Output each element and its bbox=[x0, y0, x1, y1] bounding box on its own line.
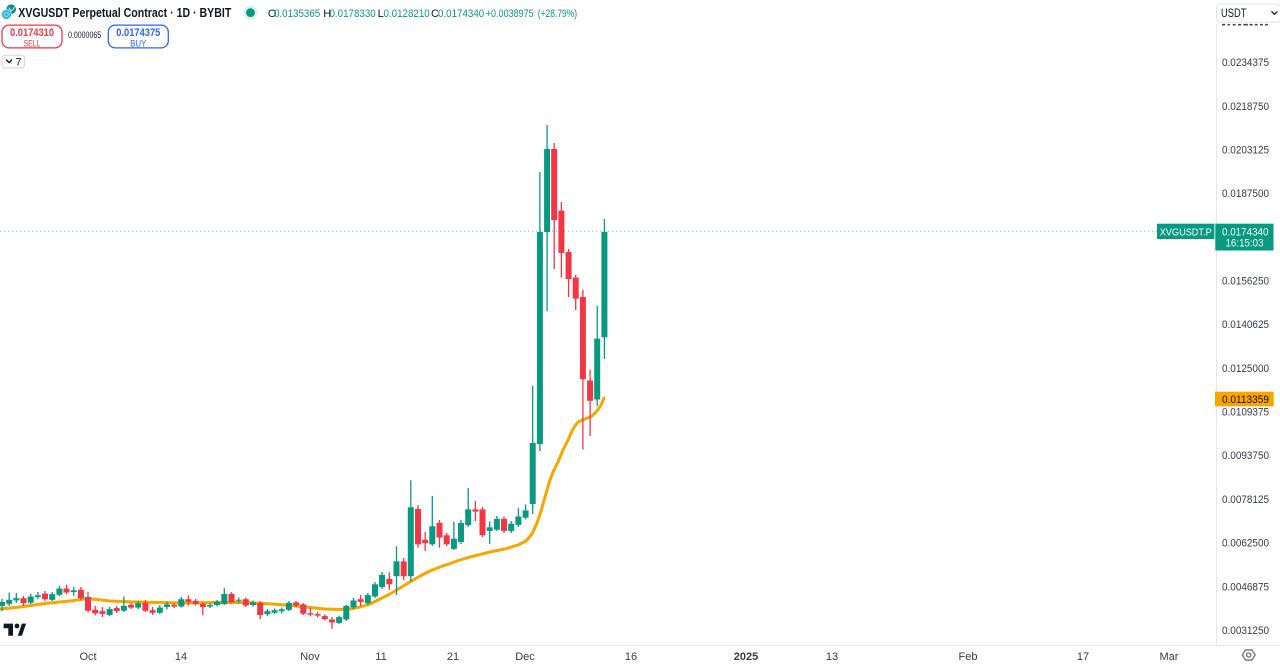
svg-text:0.0135365: 0.0135365 bbox=[274, 8, 320, 20]
svg-text:0.0000065: 0.0000065 bbox=[68, 30, 101, 41]
svg-text:XVGUSDT Perpetual Contract · 1: XVGUSDT Perpetual Contract · 1D · BYBIT bbox=[18, 6, 231, 20]
svg-text:Dec: Dec bbox=[515, 651, 535, 663]
svg-text:0.0031250: 0.0031250 bbox=[1222, 625, 1269, 637]
svg-text:0.0125000: 0.0125000 bbox=[1222, 363, 1269, 375]
svg-text:0.0046875: 0.0046875 bbox=[1222, 581, 1269, 593]
svg-text:H: H bbox=[323, 8, 331, 20]
svg-text:0.0174375: 0.0174375 bbox=[116, 27, 160, 39]
svg-text:2025: 2025 bbox=[734, 651, 758, 663]
svg-text:0.0174310: 0.0174310 bbox=[10, 27, 54, 39]
svg-text:BUY: BUY bbox=[130, 38, 147, 49]
svg-text:0.0113359: 0.0113359 bbox=[1222, 394, 1269, 406]
svg-text:(+28.79%): (+28.79%) bbox=[538, 8, 577, 20]
svg-text:11: 11 bbox=[375, 651, 386, 663]
svg-text:O: O bbox=[268, 8, 277, 20]
svg-text:0.0078125: 0.0078125 bbox=[1222, 494, 1269, 506]
svg-text:0.0174340: 0.0174340 bbox=[438, 8, 484, 20]
svg-text:16:15:03: 16:15:03 bbox=[1226, 238, 1264, 250]
svg-text:17: 17 bbox=[1077, 651, 1089, 663]
svg-text:13: 13 bbox=[826, 651, 838, 663]
svg-text:XVGUSDT.P: XVGUSDT.P bbox=[1160, 226, 1212, 238]
svg-text:SELL: SELL bbox=[24, 38, 41, 49]
svg-text:0.0109375: 0.0109375 bbox=[1222, 407, 1269, 419]
svg-text:0.0093750: 0.0093750 bbox=[1222, 450, 1269, 462]
svg-text:7: 7 bbox=[16, 57, 22, 69]
svg-text:0.0128210: 0.0128210 bbox=[384, 8, 430, 20]
svg-text:Nov: Nov bbox=[300, 651, 320, 663]
svg-text:Mar: Mar bbox=[1160, 651, 1179, 663]
svg-text:+0.0038975: +0.0038975 bbox=[486, 8, 534, 20]
svg-text:Oct: Oct bbox=[79, 651, 96, 663]
svg-text:0.0062500: 0.0062500 bbox=[1222, 538, 1269, 550]
svg-text:0.0203125: 0.0203125 bbox=[1222, 145, 1269, 157]
svg-text:14: 14 bbox=[175, 651, 187, 663]
svg-text:Feb: Feb bbox=[959, 651, 978, 663]
svg-text:C: C bbox=[431, 8, 439, 20]
svg-text:0.0178330: 0.0178330 bbox=[330, 8, 376, 20]
svg-text:USDT: USDT bbox=[1221, 8, 1247, 20]
svg-text:0.0234375: 0.0234375 bbox=[1222, 57, 1269, 69]
svg-text:16: 16 bbox=[625, 651, 637, 663]
svg-text:21: 21 bbox=[447, 651, 459, 663]
svg-text:L: L bbox=[378, 8, 384, 20]
svg-text:0.0140625: 0.0140625 bbox=[1222, 319, 1269, 331]
svg-text:0.0156250: 0.0156250 bbox=[1222, 276, 1269, 288]
svg-text:0.0174340: 0.0174340 bbox=[1222, 226, 1269, 238]
svg-text:0.0187500: 0.0187500 bbox=[1222, 188, 1269, 200]
svg-text:0.0218750: 0.0218750 bbox=[1222, 101, 1269, 113]
